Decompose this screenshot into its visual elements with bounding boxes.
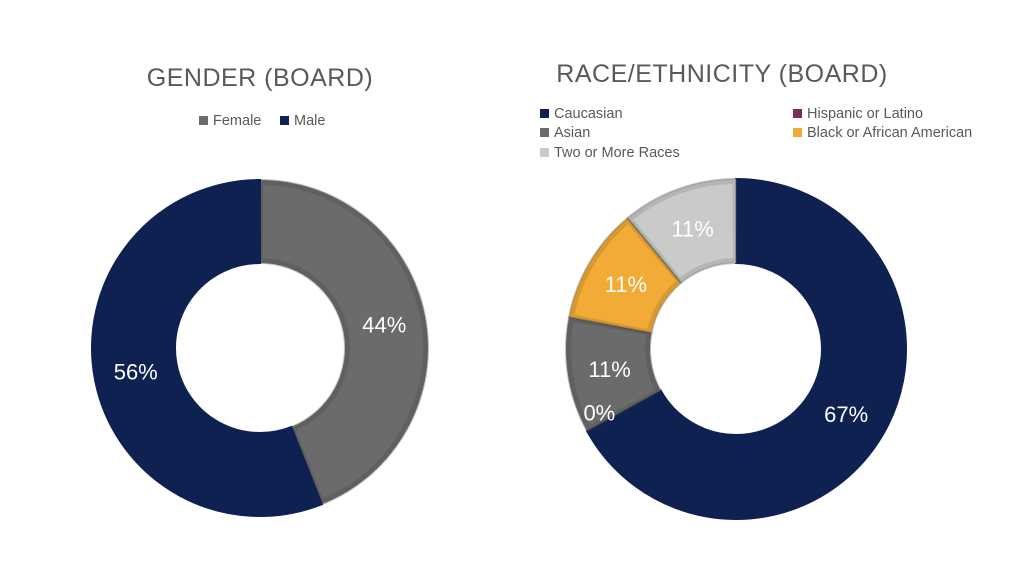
label-male: 56%	[114, 360, 158, 385]
legend-label-caucasian: Caucasian	[554, 106, 623, 122]
legend-label-black-or-african-american: Black or African American	[807, 125, 972, 141]
gender-chart-title: GENDER (BOARD)	[147, 64, 373, 92]
slice-caucasian	[585, 177, 907, 520]
legend-item-hispanic-or-latino: Hispanic or Latino	[793, 106, 923, 122]
legend-swatch-male	[280, 116, 289, 125]
legend-item-two-or-more-races: Two or More Races	[540, 145, 680, 161]
legend-swatch-two-or-more-races	[540, 148, 549, 157]
slice-border-female	[258, 180, 427, 504]
slice-male	[91, 178, 324, 517]
label-hispanic-or-latino: 0%	[583, 401, 615, 426]
gender-labels: 44% 56%	[114, 312, 407, 384]
gender-chart: GENDER (BOARD) Female Male 44% 56%	[91, 64, 429, 517]
legend-label-hispanic-or-latino: Hispanic or Latino	[807, 106, 923, 122]
legend-swatch-caucasian	[540, 109, 549, 118]
race-slices	[565, 177, 907, 520]
legend-item-caucasian: Caucasian	[540, 106, 623, 122]
legend-item-female: Female	[199, 113, 261, 129]
label-female: 44%	[362, 312, 406, 337]
legend-swatch-black-or-african-american	[793, 128, 802, 137]
legend-item-black-or-african-american: Black or African American	[793, 125, 972, 141]
legend-item-asian: Asian	[540, 125, 590, 141]
label-caucasian: 67%	[824, 402, 868, 427]
legend-label-two-or-more-races: Two or More Races	[554, 145, 680, 161]
race-chart-title: RACE/ETHNICITY (BOARD)	[556, 60, 887, 88]
slice-black-or-african-american	[567, 216, 683, 335]
label-black-or-african-american: 11%	[605, 272, 647, 297]
race-chart: RACE/ETHNICITY (BOARD) Caucasian Hispanic…	[540, 60, 972, 520]
label-asian: 11%	[588, 357, 630, 382]
legend-swatch-hispanic-or-latino	[793, 109, 802, 118]
legend-label-female: Female	[213, 113, 261, 129]
legend-item-male: Male	[280, 113, 325, 129]
slice-border-asian	[567, 317, 661, 431]
gender-legend: Female Male	[199, 113, 325, 129]
race-legend: Caucasian Hispanic or Latino Asian Black or…	[540, 106, 972, 161]
gender-slices	[91, 178, 429, 517]
slice-female	[259, 178, 429, 506]
label-two-or-more-races: 11%	[671, 217, 713, 242]
legend-swatch-female	[199, 116, 208, 125]
slice-border-black-or-african-american	[569, 218, 682, 334]
slice-border-two-or-more-races	[628, 179, 738, 283]
race-labels: 67% 0% 11% 11% 11%	[583, 217, 868, 428]
legend-label-male: Male	[294, 113, 325, 129]
legend-swatch-asian	[540, 128, 549, 137]
slice-two-or-more-races	[626, 177, 737, 285]
legend-label-asian: Asian	[554, 125, 590, 141]
slice-asian	[565, 315, 662, 433]
